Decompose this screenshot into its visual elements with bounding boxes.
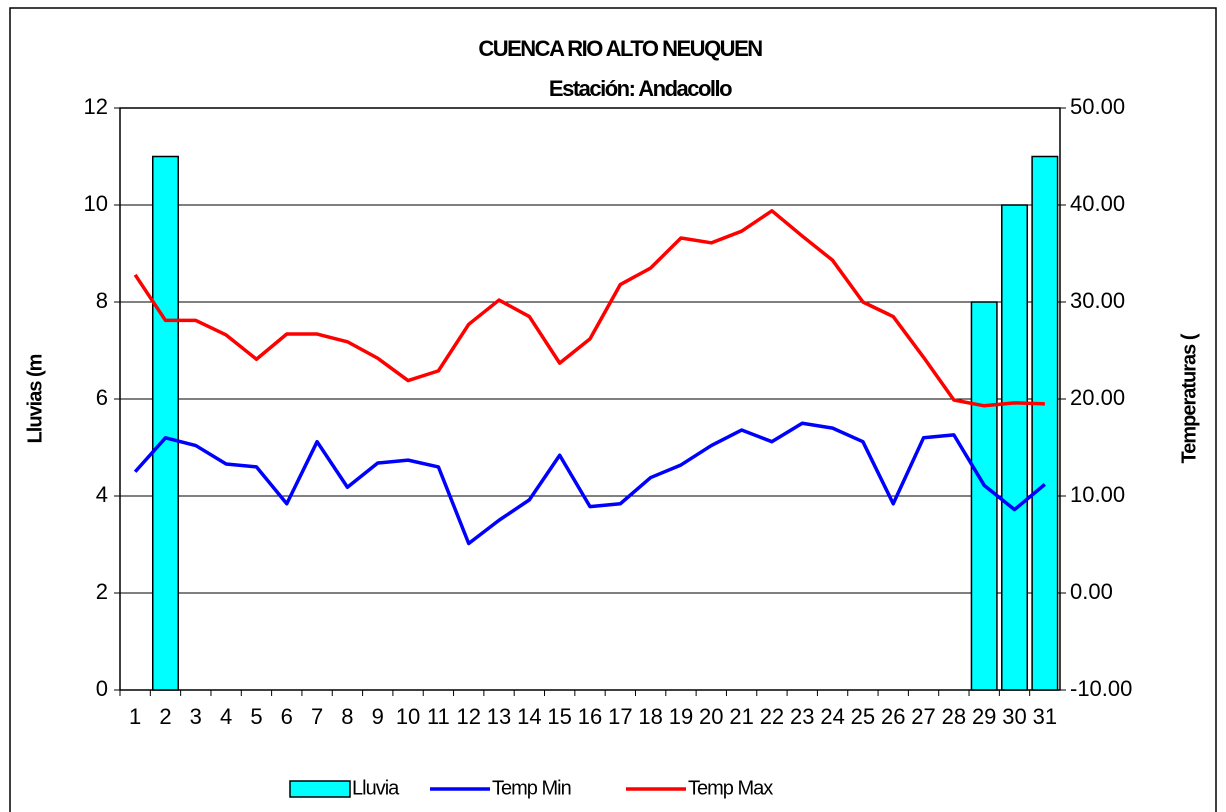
x-tick-label: 18 xyxy=(638,704,662,729)
bar xyxy=(1031,155,1059,691)
y2-tick-label: -10.00 xyxy=(1070,676,1132,701)
x-tick-label: 8 xyxy=(341,704,353,729)
x-tick-label: 19 xyxy=(669,704,693,729)
x-tick-label: 13 xyxy=(487,704,511,729)
x-tick-label: 21 xyxy=(729,704,753,729)
x-tick-label: 15 xyxy=(547,704,571,729)
x-tick-label: 11 xyxy=(427,704,450,729)
x-tick-label: 28 xyxy=(942,704,966,729)
x-tick-label: 23 xyxy=(790,704,814,729)
x-tick-label: 24 xyxy=(820,704,844,729)
x-tick-label: 17 xyxy=(608,704,632,729)
y-tick-label: 2 xyxy=(96,579,108,604)
y2-tick-label: 10.00 xyxy=(1070,482,1125,507)
x-tick-label: 25 xyxy=(851,704,875,729)
x-tick-label: 9 xyxy=(372,704,384,729)
y-axis-title: Lluvias (m xyxy=(24,354,46,443)
y-tick-label: 6 xyxy=(96,385,108,410)
bar xyxy=(1001,204,1029,691)
y2-tick-label: 40.00 xyxy=(1070,191,1125,216)
x-tick-label: 7 xyxy=(311,704,323,729)
y-tick-label: 8 xyxy=(96,288,108,313)
x-tick-label: 3 xyxy=(190,704,202,729)
x-tick-label: 1 xyxy=(129,704,141,729)
y2-tick-label: 30.00 xyxy=(1070,288,1125,313)
x-tick-label: 26 xyxy=(881,704,905,729)
x-tick-label: 6 xyxy=(281,704,293,729)
x-tick-label: 4 xyxy=(220,704,232,729)
y2-tick-label: 0.00 xyxy=(1070,579,1113,604)
x-tick-label: 20 xyxy=(699,704,723,729)
y-tick-label: 12 xyxy=(84,94,108,119)
x-tick-label: 12 xyxy=(456,704,480,729)
x-tick-label: 27 xyxy=(911,704,935,729)
y-tick-label: 0 xyxy=(96,676,108,701)
x-tick-label: 29 xyxy=(972,704,996,729)
legend-label: Lluvia xyxy=(352,777,400,799)
y-tick-label: 4 xyxy=(96,482,108,507)
y2-axis-title: Temperaturas ( xyxy=(1178,333,1200,463)
chart-subtitle: Estación: Andacollo xyxy=(549,76,732,101)
chart-title: CUENCA RIO ALTO NEUQUEN xyxy=(478,36,762,61)
x-tick-label: 22 xyxy=(760,704,784,729)
legend-label: Temp Min xyxy=(492,777,571,799)
x-tick-label: 2 xyxy=(159,704,171,729)
y2-tick-label: 50.00 xyxy=(1070,94,1125,119)
bar xyxy=(151,155,179,691)
x-tick-label: 31 xyxy=(1033,704,1057,729)
plot-area xyxy=(119,107,1061,691)
legend-label: Temp Max xyxy=(688,777,773,799)
bar xyxy=(970,301,998,691)
line xyxy=(133,421,1046,546)
legend-swatch xyxy=(289,780,351,798)
x-tick-label: 30 xyxy=(1002,704,1026,729)
x-tick-label: 14 xyxy=(517,704,541,729)
x-tick-label: 5 xyxy=(250,704,262,729)
y-tick-label: 10 xyxy=(84,191,108,216)
y2-tick-label: 20.00 xyxy=(1070,385,1125,410)
x-tick-label: 10 xyxy=(396,704,420,729)
line xyxy=(133,209,1045,408)
x-tick-label: 16 xyxy=(578,704,602,729)
